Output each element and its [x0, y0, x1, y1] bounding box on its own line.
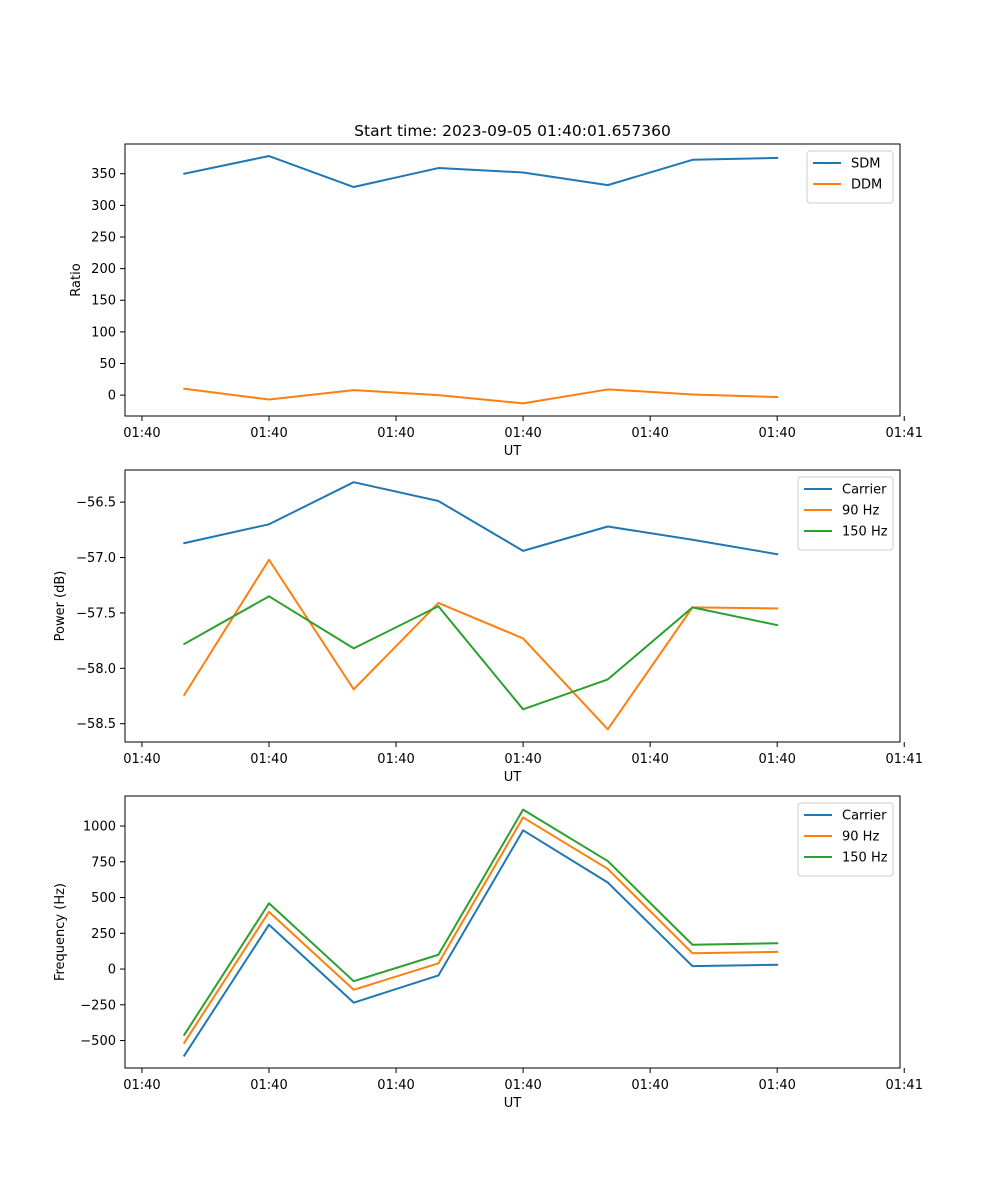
legend-label: SDM	[851, 157, 880, 172]
y-tick-label: −57.0	[76, 551, 116, 566]
x-axis-label: UT	[504, 1096, 522, 1111]
y-tick-label: −56.5	[76, 496, 116, 511]
y-tick-label: −58.5	[76, 717, 116, 732]
y-tick-label: −250	[80, 998, 116, 1013]
x-tick-label: 01:40	[123, 1078, 160, 1093]
series-line-150-hz	[182, 595, 779, 711]
series-line-ddm	[183, 387, 779, 405]
y-tick-label: 250	[91, 927, 116, 942]
y-tick-label: 150	[91, 294, 116, 309]
y-tick-label: 350	[91, 167, 116, 182]
x-tick-label: 01:40	[758, 752, 795, 767]
y-tick-label: 0	[108, 963, 116, 978]
chart-panel-3: 01:40 01:40 01:40 01:40 01:40 01:40 01:41 −500 −…	[53, 795, 923, 1111]
x-axis-label: UT	[504, 770, 522, 785]
y-tick-label: 300	[91, 199, 116, 214]
y-tick-label: 250	[91, 230, 116, 245]
series-line-150-hz	[182, 808, 779, 1037]
chart-title: Start time: 2023-09-05 01:40:01.657360	[354, 122, 671, 140]
series-line-carrier	[183, 481, 779, 556]
legend-label: Carrier	[842, 809, 887, 824]
x-tick-label: 01:40	[123, 752, 160, 767]
x-tick-label: 01:40	[504, 752, 541, 767]
legend: Carrier 90 Hz 150 Hz	[797, 476, 894, 551]
y-tick-label: 500	[91, 891, 116, 906]
legend-label: 90 Hz	[842, 830, 879, 845]
series-line-sdm	[183, 155, 779, 189]
y-tick-label: 1000	[83, 820, 116, 835]
series-line-90-hz	[182, 558, 779, 731]
axes-frame	[124, 469, 901, 743]
y-tick-label: 200	[91, 262, 116, 277]
x-tick-label: 01:40	[377, 426, 414, 441]
y-tick-label: −500	[80, 1034, 116, 1049]
y-tick-label: 0	[108, 389, 116, 404]
x-tick-label: 01:41	[886, 1078, 923, 1093]
x-tick-label: 01:40	[250, 1078, 287, 1093]
legend-label: Carrier	[842, 483, 887, 498]
x-tick-label: 01:40	[377, 752, 414, 767]
x-tick-label: 01:40	[631, 426, 668, 441]
x-tick-label: 01:40	[631, 1078, 668, 1093]
x-tick-label: 01:40	[123, 426, 160, 441]
y-tick-label: 100	[91, 325, 116, 340]
axes-frame	[124, 795, 901, 1069]
x-tick-label: 01:40	[758, 426, 795, 441]
x-tick-label: 01:40	[504, 426, 541, 441]
x-tick-label: 01:41	[886, 752, 923, 767]
axes-frame	[124, 143, 901, 417]
y-axis-label: Frequency (Hz)	[53, 883, 68, 981]
y-tick-label: 750	[91, 855, 116, 870]
series-line-90-hz	[182, 816, 779, 1045]
x-tick-label: 01:40	[631, 752, 668, 767]
legend: SDM DDM	[806, 150, 894, 204]
legend-label: 90 Hz	[842, 504, 879, 519]
y-tick-label: 50	[99, 357, 116, 372]
series-line-carrier	[182, 829, 779, 1057]
y-axis-label: Power (dB)	[53, 571, 68, 642]
x-tick-label: 01:40	[758, 1078, 795, 1093]
y-tick-label: −57.5	[76, 606, 116, 621]
y-tick-label: −58.0	[76, 662, 116, 677]
legend-label: DDM	[851, 178, 882, 193]
x-tick-label: 01:41	[886, 426, 923, 441]
x-tick-label: 01:40	[377, 1078, 414, 1093]
x-axis-label: UT	[504, 444, 522, 459]
x-tick-label: 01:40	[504, 1078, 541, 1093]
chart-panel-2: 01:40 01:40 01:40 01:40 01:40 01:40 01:41 −58.5…	[53, 469, 923, 785]
chart-panel-1: 01:40 01:40 01:40 01:40 01:40 01:40 01:41 0 50 10…	[69, 122, 923, 459]
legend-label: 150 Hz	[842, 525, 888, 540]
y-axis-label: Ratio	[69, 263, 84, 296]
legend: Carrier 90 Hz 150 Hz	[797, 802, 894, 877]
legend-label: 150 Hz	[842, 851, 888, 866]
x-tick-label: 01:40	[250, 426, 287, 441]
x-tick-label: 01:40	[250, 752, 287, 767]
